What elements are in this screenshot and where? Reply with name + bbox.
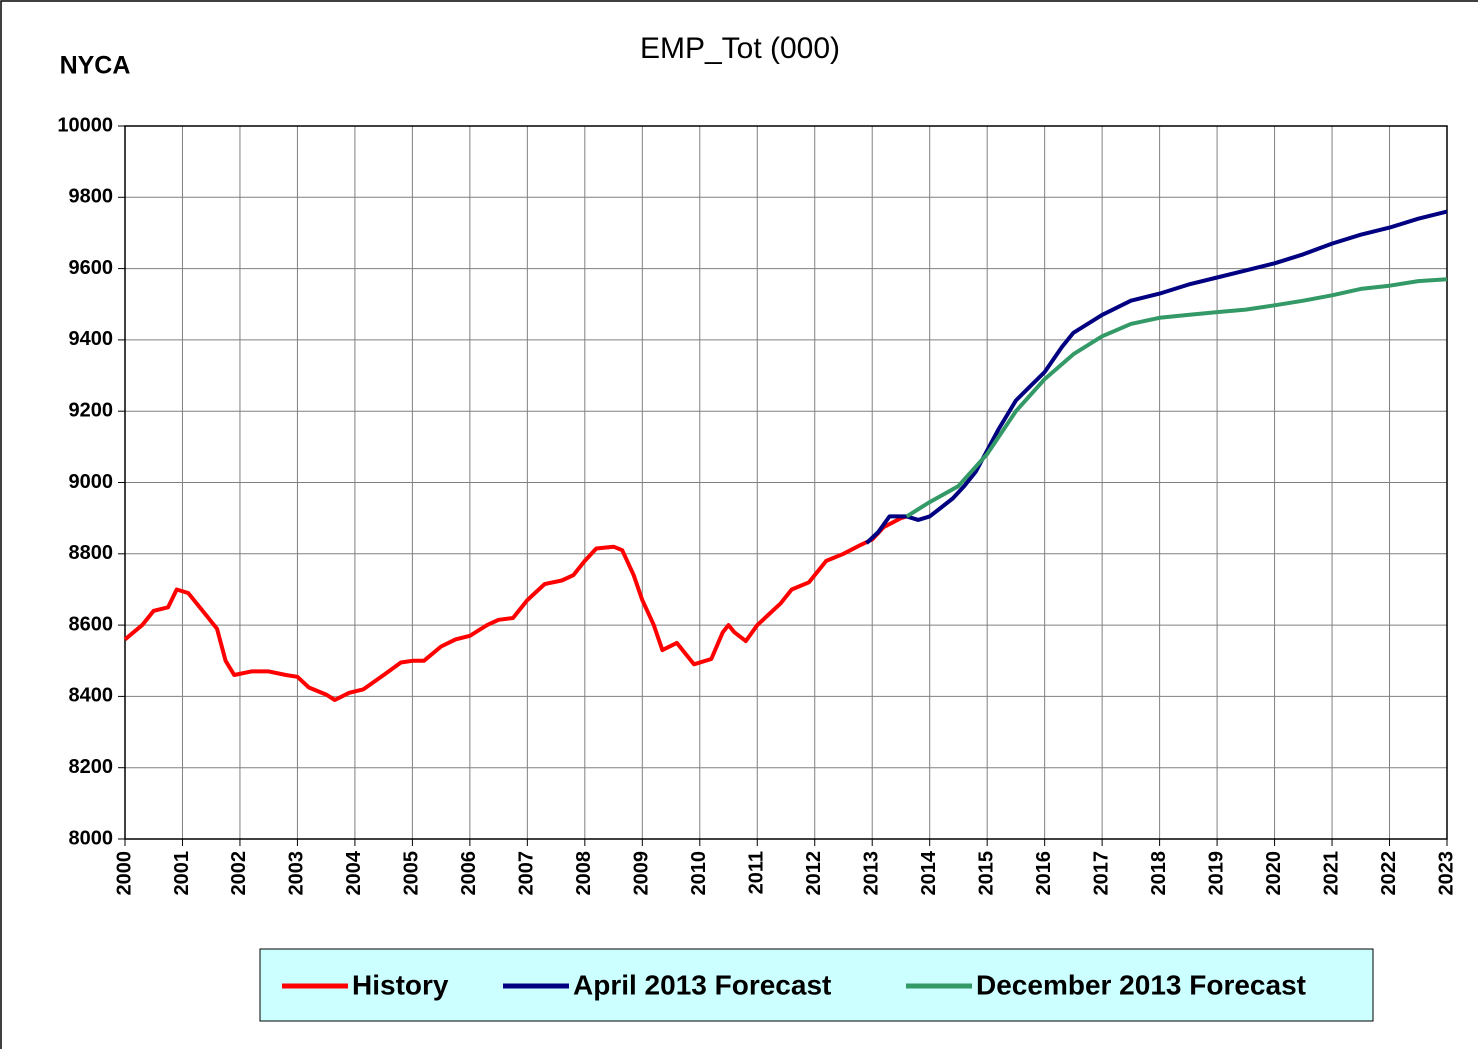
x-tick-label: 2014	[918, 850, 940, 895]
y-tick-label: 10000	[57, 114, 113, 136]
y-tick-label: 8600	[69, 613, 114, 635]
y-tick-label: 8200	[69, 756, 114, 778]
x-tick-label: 2020	[1263, 851, 1285, 896]
y-tick-label: 9600	[69, 257, 114, 279]
chart-title: EMP_Tot (000)	[640, 32, 840, 65]
y-tick-label: 9800	[69, 186, 114, 208]
x-tick-label: 2022	[1378, 851, 1400, 896]
x-tick-label: 2003	[286, 851, 308, 896]
line-series	[865, 209, 1448, 545]
legend-label: History	[352, 969, 449, 1000]
x-tick-label: 2005	[401, 851, 423, 896]
annotation: NYCA	[60, 52, 131, 80]
y-tick-label: 8800	[69, 542, 114, 564]
x-tick-label: 2008	[573, 851, 595, 896]
x-tick-label: 2012	[803, 851, 825, 896]
y-tick-label: 8000	[69, 827, 114, 849]
x-tick-label: 2016	[1033, 851, 1055, 896]
line-series	[123, 514, 908, 702]
y-tick-label: 9400	[69, 328, 114, 350]
x-tick-label: 2001	[171, 851, 193, 896]
y-tick-label: 9200	[69, 399, 114, 421]
legend-label: December 2013 Forecast	[976, 969, 1306, 1000]
x-tick-label: 2009	[631, 851, 653, 896]
x-tick-label: 2007	[516, 851, 538, 896]
x-tick-label: 2004	[343, 850, 365, 895]
x-tick-label: 2010	[688, 851, 710, 896]
x-tick-label: 2023	[1435, 851, 1457, 896]
x-tick-label: 2013	[860, 851, 882, 896]
x-tick-label: 2018	[1148, 851, 1170, 896]
line-series	[905, 277, 1448, 519]
y-tick-label: 9000	[69, 471, 114, 493]
x-tick-label: 2015	[975, 851, 997, 896]
x-tick-label: 2017	[1090, 851, 1112, 896]
x-tick-label: 2011	[746, 851, 768, 894]
x-tick-label: 2019	[1205, 851, 1227, 896]
x-tick-label: 2002	[228, 851, 250, 896]
legend-box	[259, 948, 1374, 1022]
y-tick-label: 8400	[69, 685, 114, 707]
legend-label: April 2013 Forecast	[573, 969, 831, 1000]
x-tick-label: 2000	[113, 851, 135, 896]
plot-frame	[124, 125, 1448, 840]
x-tick-label: 2021	[1320, 851, 1342, 896]
x-tick-label: 2006	[458, 851, 480, 896]
